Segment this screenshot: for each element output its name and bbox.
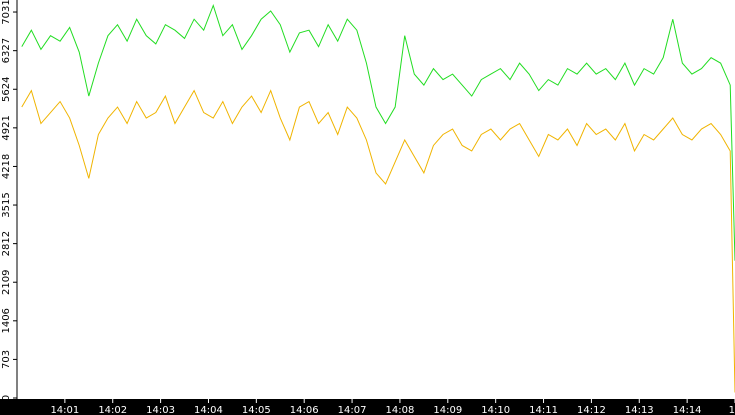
x-tick-label: 14:08: [386, 405, 415, 415]
y-tick-label: 2812: [1, 231, 12, 256]
series-line: [21, 3, 735, 261]
y-tick-label: 0: [1, 395, 12, 401]
x-tick-label: 14: [729, 405, 735, 415]
x-tick-label: 14:07: [338, 405, 367, 415]
y-tick-label: 1406: [1, 308, 12, 333]
x-axis-band: [0, 399, 735, 415]
y-tick-label: 5624: [1, 77, 12, 102]
series-line: [21, 89, 735, 393]
x-tick-label: 14:03: [146, 405, 175, 415]
x-tick-label: 14:02: [98, 405, 127, 415]
y-tick-label: 3515: [1, 192, 12, 217]
x-tick-label: 14:05: [242, 405, 271, 415]
x-tick-label: 14:11: [529, 405, 558, 415]
x-tick-label: 14:12: [577, 405, 606, 415]
y-tick-label: 4921: [1, 115, 12, 140]
x-tick-label: 14:06: [290, 405, 319, 415]
x-tick-label: 14:04: [194, 405, 223, 415]
x-tick-label: 14:09: [433, 405, 462, 415]
x-tick-label: 14:10: [481, 405, 510, 415]
y-tick-label: 6327: [1, 38, 12, 63]
y-tick-label: 4218: [1, 154, 12, 179]
y-tick-label: 703: [1, 350, 12, 369]
y-tick-label: 2109: [1, 269, 12, 294]
x-tick-label: 14:14: [673, 405, 702, 415]
x-tick-label: 14:01: [50, 405, 79, 415]
y-tick-label: 7031: [1, 0, 12, 25]
x-tick-label: 14:13: [625, 405, 654, 415]
